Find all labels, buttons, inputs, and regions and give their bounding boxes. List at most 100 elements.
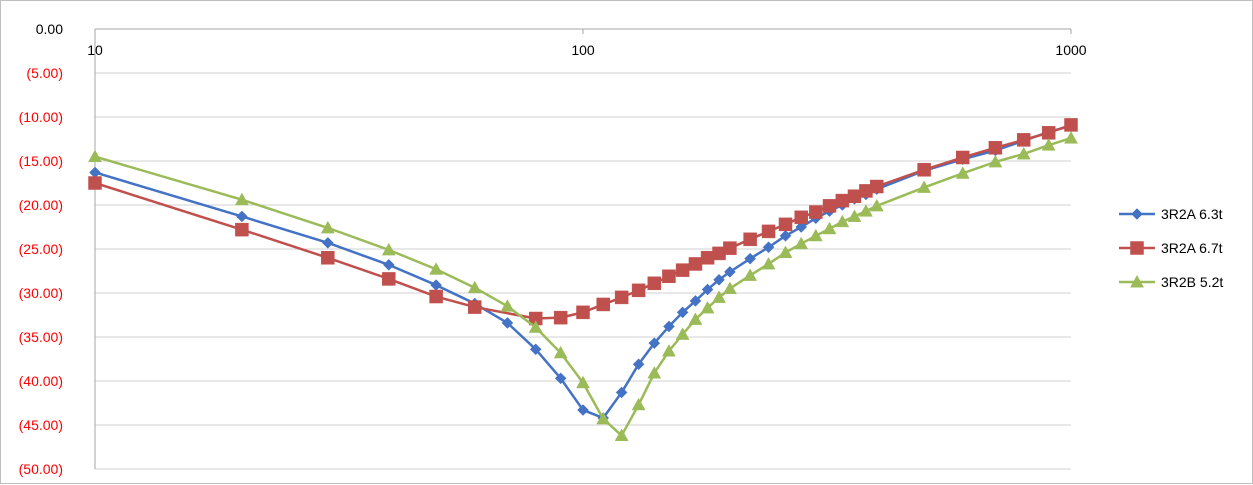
data-point-triangle (631, 397, 646, 411)
data-point-diamond (236, 210, 248, 223)
data-point-diamond (795, 221, 808, 233)
data-point-square (700, 251, 715, 265)
x-tick-label: 100 (571, 42, 595, 58)
data-point-square (467, 300, 482, 314)
data-point-triangle (761, 256, 776, 270)
series-3 (88, 131, 1078, 442)
data-point-square (235, 222, 249, 237)
data-point-triangle (596, 411, 611, 425)
y-tick-label: (30.00) (19, 285, 63, 301)
data-point-triangle (647, 366, 662, 379)
data-point-triangle (808, 228, 823, 242)
x-axis: 10 100 1000 (87, 28, 1087, 469)
data-point-square (576, 305, 590, 320)
data-point-square (1064, 118, 1078, 132)
legend-item: 3R2A 6.3t (1119, 206, 1223, 222)
data-point-diamond (648, 337, 661, 350)
data-point-diamond (632, 358, 645, 371)
data-point-square (647, 276, 662, 291)
legend-item: 3R2B 5.2t (1119, 274, 1223, 290)
data-point-triangle (500, 299, 515, 312)
data-point-diamond (713, 273, 725, 286)
data-point-square (675, 263, 690, 277)
data-point-triangle (822, 221, 837, 235)
data-point-triangle (1130, 274, 1144, 288)
y-tick-label: (40.00) (19, 373, 63, 389)
data-point-diamond (779, 229, 792, 242)
y-tick-label: (50.00) (19, 461, 63, 477)
y-tick-label: (20.00) (19, 197, 63, 213)
data-point-triangle (1041, 138, 1056, 151)
data-point-square (835, 193, 850, 208)
data-point-diamond (529, 343, 542, 356)
data-point-square (1041, 126, 1056, 140)
data-point-square (1130, 241, 1144, 255)
data-point-square (822, 199, 837, 213)
data-point-triangle (528, 320, 543, 333)
data-point-triangle (320, 220, 335, 234)
data-point-triangle (955, 166, 970, 179)
y-tick-label: (15.00) (19, 153, 63, 169)
y-tick-label: (5.00) (26, 65, 63, 81)
data-point-triangle (429, 262, 444, 275)
data-point-square (429, 289, 443, 304)
data-point-diamond (382, 258, 395, 271)
legend-label: 3R2B 5.2t (1161, 274, 1223, 290)
y-tick-label: (10.00) (19, 109, 63, 125)
data-point-diamond (676, 306, 689, 319)
data-point-triangle (988, 154, 1003, 168)
data-point-square (553, 310, 568, 325)
data-point-triangle (576, 375, 590, 389)
legend-label: 3R2A 6.7t (1161, 240, 1223, 256)
data-point-triangle (859, 204, 873, 217)
data-point-diamond (1131, 208, 1143, 220)
x-tick-label: 10 (87, 42, 103, 58)
data-point-triangle (917, 180, 932, 193)
data-point-square (794, 210, 808, 225)
data-point-triangle (234, 192, 249, 206)
data-point-diamond (615, 386, 628, 399)
data-point-square (662, 269, 676, 284)
series-line (94, 124, 1072, 420)
data-point-square (761, 224, 776, 239)
series-2 (88, 118, 1078, 326)
data-point-square (723, 241, 737, 255)
y-tick-label: (25.00) (19, 241, 63, 257)
data-point-square (743, 232, 757, 247)
data-point-diamond (689, 295, 702, 307)
data-point-triangle (835, 214, 850, 228)
gridlines (95, 28, 1071, 470)
data-point-diamond (762, 241, 775, 254)
legend-label: 3R2A 6.3t (1161, 206, 1223, 222)
data-point-diamond (701, 283, 714, 296)
data-point-diamond (744, 252, 756, 265)
data-point-triangle (662, 344, 676, 357)
data-point-triangle (675, 327, 690, 340)
data-point-triangle (553, 345, 568, 359)
y-tick-label: 0.00 (36, 21, 63, 37)
data-point-triangle (88, 149, 102, 163)
data-point-triangle (688, 312, 703, 325)
data-point-square (614, 290, 629, 305)
legend-item: 3R2A 6.7t (1119, 240, 1223, 256)
y-tick-label: (45.00) (19, 417, 63, 433)
data-point-diamond (663, 320, 675, 333)
data-point-square (809, 205, 823, 219)
data-point-square (870, 179, 884, 194)
data-point-triangle (847, 209, 862, 222)
data-point-triangle (700, 300, 715, 314)
data-point-triangle (778, 245, 793, 258)
data-point-square (321, 251, 335, 265)
data-point-triangle (1016, 146, 1031, 160)
data-point-square (917, 163, 931, 177)
data-point-square (988, 141, 1003, 155)
data-point-square (88, 176, 102, 190)
data-point-square (955, 150, 970, 165)
legend: 3R2A 6.3t 3R2A 6.7t 3R2B 5.2t (1119, 206, 1223, 290)
y-axis: 0.00 (5.00) (10.00) (15.00) (20.00) (25.00) (3… (19, 21, 64, 477)
data-point-square (778, 217, 793, 232)
data-point-diamond (501, 317, 514, 329)
data-point-diamond (724, 266, 736, 278)
data-point-square (1016, 133, 1031, 147)
y-tick-label: (35.00) (19, 329, 63, 345)
